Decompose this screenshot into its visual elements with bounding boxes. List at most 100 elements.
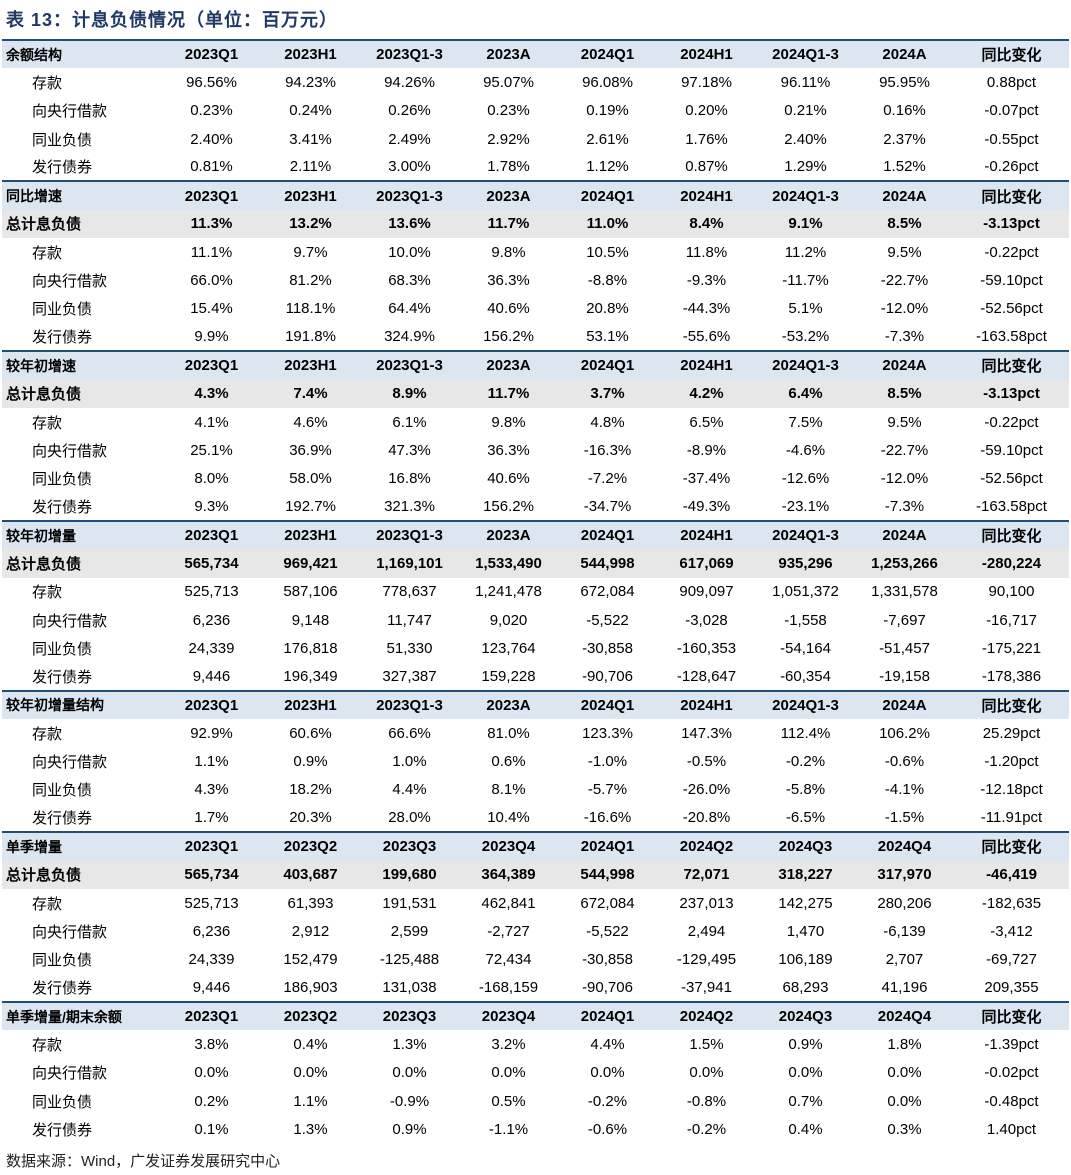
cell: 565,734 bbox=[162, 860, 261, 889]
cell: 11,747 bbox=[387, 611, 432, 629]
data-row: 存款 4.1% 4.6% 6.1% 9.8% 4.8% 6.5% 7.5% 9.5% -0.22p… bbox=[2, 408, 1069, 436]
cell: -125,488 bbox=[379, 951, 440, 969]
cell: 2023Q1 bbox=[162, 831, 261, 861]
cell: -44.3% bbox=[682, 300, 731, 318]
cell: -163.58pct bbox=[976, 328, 1047, 346]
cell: 617,069 bbox=[657, 549, 756, 578]
cell: 47.3% bbox=[388, 441, 431, 459]
cell: -26.0% bbox=[682, 781, 731, 799]
cell: 131,038 bbox=[382, 978, 437, 996]
data-row: 向央行借款 0.0% 0.0% 0.0% 0.0% 0.0% 0.0% 0.0% 0.0% -0.… bbox=[2, 1059, 1069, 1087]
total-row: 总计息负债 565,734 403,687 199,680 364,389 544,998… bbox=[2, 860, 1069, 889]
row-label: 向央行借款 bbox=[32, 103, 108, 121]
cell: 2.92% bbox=[487, 130, 530, 148]
cell: 4.3% bbox=[162, 379, 261, 408]
cell: 2023Q3 bbox=[360, 831, 459, 861]
cell: 0.19% bbox=[586, 102, 629, 120]
cell: 64.4% bbox=[388, 300, 431, 318]
row-label: 同业负债 bbox=[32, 471, 93, 489]
cell: -16,717 bbox=[986, 611, 1037, 629]
cell: -3,028 bbox=[685, 611, 728, 629]
cell: 2024Q2 bbox=[657, 1001, 756, 1031]
cell: 9,148 bbox=[291, 611, 330, 629]
row-label: 向央行借款 bbox=[32, 923, 108, 941]
cell: 8.1% bbox=[491, 781, 526, 799]
cell: 24,339 bbox=[188, 639, 235, 657]
cell: 4.8% bbox=[590, 413, 625, 431]
cell: -8.9% bbox=[686, 441, 727, 459]
cell: 同比变化 bbox=[954, 520, 1069, 550]
row-label: 发行债券 bbox=[32, 329, 93, 347]
cell: 0.6% bbox=[491, 753, 526, 771]
cell: 2.40% bbox=[784, 130, 827, 148]
cell: 4.3% bbox=[194, 781, 229, 799]
data-row: 发行债券 9,446 196,349 327,387 159,228 -90,706 -12… bbox=[2, 663, 1069, 691]
cell: 199,680 bbox=[360, 860, 459, 889]
cell: 1,051,372 bbox=[772, 583, 839, 601]
cell: -3,412 bbox=[990, 922, 1033, 940]
cell: 196,349 bbox=[283, 667, 338, 685]
cell: 280,206 bbox=[877, 894, 932, 912]
data-row: 存款 11.1% 9.7% 10.0% 9.8% 10.5% 11.8% 11.2% 9.5% -… bbox=[2, 238, 1069, 266]
cell: -16.6% bbox=[583, 809, 632, 827]
data-row: 发行债券 9.3% 192.7% 321.3% 156.2% -34.7% -49.3% -2… bbox=[2, 493, 1069, 521]
cell: 9.3% bbox=[194, 497, 229, 515]
data-row: 同业负债 24,339 176,818 51,330 123,764 -30,858 -16… bbox=[2, 634, 1069, 662]
cell: -0.2% bbox=[686, 1120, 727, 1138]
cell: 0.3% bbox=[887, 1120, 922, 1138]
cell: 2024Q1 bbox=[558, 689, 657, 720]
cell: -19,158 bbox=[879, 667, 930, 685]
cell: -6,139 bbox=[883, 922, 926, 940]
cell: 1.40pct bbox=[986, 1120, 1037, 1138]
cell: 1,169,101 bbox=[360, 549, 459, 578]
cell: 2023Q2 bbox=[261, 831, 360, 861]
cell: 1.29% bbox=[784, 158, 827, 176]
cell: -53.2% bbox=[781, 328, 830, 346]
cell: 1.12% bbox=[586, 158, 629, 176]
cell: 1,253,266 bbox=[855, 549, 954, 578]
cell: -5.8% bbox=[785, 781, 826, 799]
cell: 4.1% bbox=[194, 413, 229, 431]
cell: -0.6% bbox=[587, 1120, 628, 1138]
data-row: 向央行借款 6,236 9,148 11,747 9,020 -5,522 -3,028 -1… bbox=[2, 606, 1069, 634]
data-row: 存款 525,713 61,393 191,531 462,841 672,084 237,… bbox=[2, 889, 1069, 917]
cell: 0.88pct bbox=[986, 73, 1037, 91]
cell: 4.4% bbox=[590, 1036, 625, 1054]
cell: 68,293 bbox=[782, 978, 829, 996]
cell: 3.41% bbox=[289, 130, 332, 148]
cell: -128,647 bbox=[676, 667, 737, 685]
cell: 192.7% bbox=[285, 497, 336, 515]
cell: 94.26% bbox=[384, 73, 435, 91]
cell: 2023Q2 bbox=[261, 1001, 360, 1031]
cell: 0.9% bbox=[293, 753, 328, 771]
cell: 2,599 bbox=[390, 922, 429, 940]
section-header: 较年初增量 2023Q1 2023H1 2023Q1-3 2023A 2024Q1 2024… bbox=[2, 520, 1069, 550]
cell: 24,339 bbox=[188, 951, 235, 969]
cell: 587,106 bbox=[283, 583, 338, 601]
cell: 51,330 bbox=[386, 639, 433, 657]
cell: 9,446 bbox=[192, 667, 231, 685]
cell: 0.81% bbox=[190, 158, 233, 176]
cell: 2023H1 bbox=[261, 180, 360, 210]
cell: -30,858 bbox=[582, 639, 633, 657]
cell: 142,275 bbox=[778, 894, 833, 912]
cell: -3.13pct bbox=[954, 209, 1069, 239]
cell: 2023A bbox=[459, 520, 558, 550]
cell: 0.23% bbox=[190, 102, 233, 120]
cell: 2024Q3 bbox=[756, 831, 855, 861]
data-row: 同业负债 2.40% 3.41% 2.49% 2.92% 2.61% 1.76% 2.40% 2… bbox=[2, 125, 1069, 153]
cell: 6.5% bbox=[689, 413, 724, 431]
data-row: 同业负债 8.0% 58.0% 16.8% 40.6% -7.2% -37.4% -12.6%… bbox=[2, 464, 1069, 492]
cell: -12.6% bbox=[781, 470, 830, 488]
row-label: 同业负债 bbox=[32, 952, 93, 970]
cell: 1,241,478 bbox=[475, 583, 542, 601]
row-label: 单季增量 bbox=[2, 831, 162, 861]
cell: 0.0% bbox=[194, 1064, 229, 1082]
cell: 2023Q1-3 bbox=[360, 38, 459, 69]
cell: 2.11% bbox=[289, 158, 332, 176]
cell: 58.0% bbox=[289, 470, 332, 488]
cell: 36.3% bbox=[487, 272, 530, 290]
cell: 0.0% bbox=[293, 1064, 328, 1082]
cell: 11.1% bbox=[190, 243, 233, 261]
cell: 11.7% bbox=[459, 379, 558, 408]
